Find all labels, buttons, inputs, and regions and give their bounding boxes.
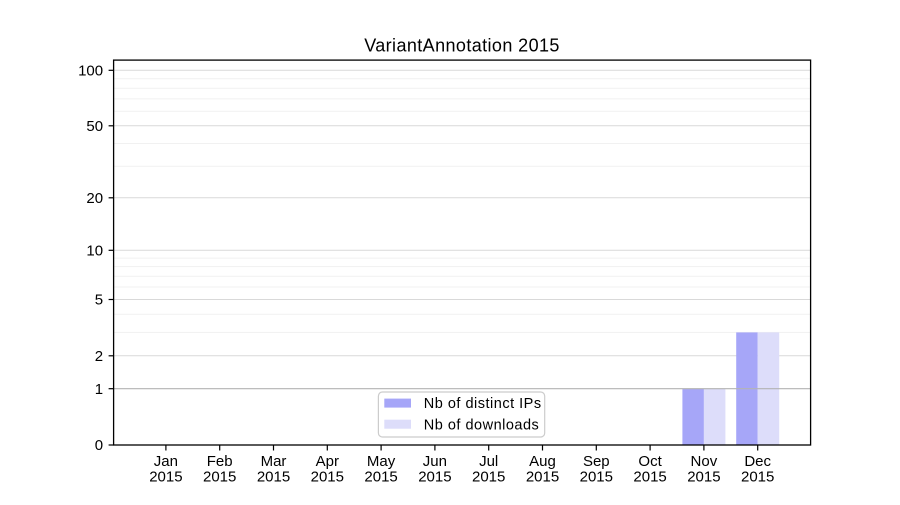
svg-text:2015: 2015 (687, 468, 720, 485)
svg-text:Apr: Apr (316, 453, 339, 470)
svg-text:2015: 2015 (149, 468, 182, 485)
svg-text:5: 5 (95, 292, 103, 309)
svg-text:VariantAnnotation 2015: VariantAnnotation 2015 (364, 35, 560, 55)
svg-text:2015: 2015 (418, 468, 451, 485)
svg-text:10: 10 (86, 242, 103, 259)
svg-text:Jul: Jul (479, 453, 498, 470)
svg-text:2: 2 (95, 348, 103, 365)
svg-text:Jun: Jun (423, 453, 447, 470)
svg-text:2015: 2015 (580, 468, 613, 485)
svg-text:0: 0 (95, 437, 103, 454)
svg-text:Nb of downloads: Nb of downloads (424, 417, 540, 433)
svg-text:1: 1 (95, 381, 103, 398)
svg-text:Feb: Feb (207, 453, 233, 470)
svg-text:Aug: Aug (529, 453, 556, 470)
svg-text:2015: 2015 (364, 468, 397, 485)
svg-text:Dec: Dec (744, 453, 771, 470)
svg-text:Sep: Sep (583, 453, 610, 470)
svg-text:2015: 2015 (526, 468, 559, 485)
svg-text:Nov: Nov (691, 453, 718, 470)
svg-text:100: 100 (78, 62, 103, 79)
svg-text:2015: 2015 (203, 468, 236, 485)
svg-text:Mar: Mar (261, 453, 287, 470)
svg-text:2015: 2015 (633, 468, 666, 485)
svg-text:2015: 2015 (741, 468, 774, 485)
svg-text:2015: 2015 (311, 468, 344, 485)
svg-text:2015: 2015 (257, 468, 290, 485)
svg-text:May: May (367, 453, 396, 470)
svg-text:20: 20 (86, 190, 103, 207)
svg-text:Oct: Oct (638, 453, 662, 470)
svg-text:50: 50 (86, 118, 103, 135)
svg-text:Jan: Jan (154, 453, 178, 470)
svg-text:2015: 2015 (472, 468, 505, 485)
svg-text:Nb of distinct IPs: Nb of distinct IPs (424, 396, 542, 412)
